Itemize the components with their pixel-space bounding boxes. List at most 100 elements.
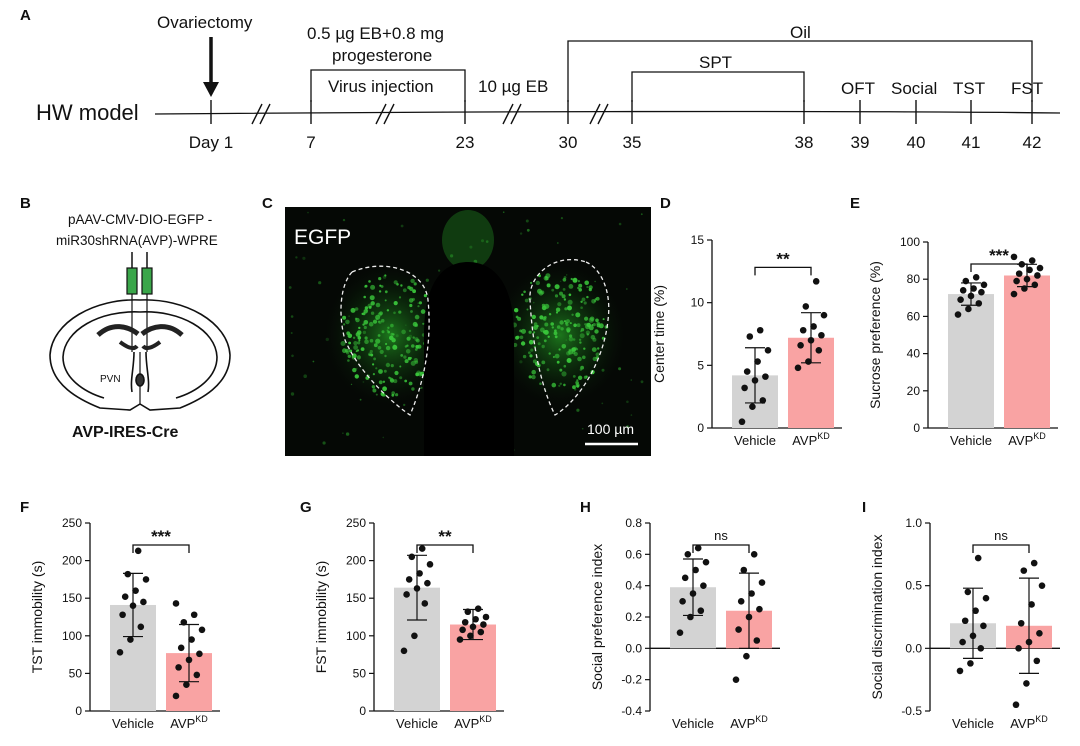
egfp-cell (580, 306, 583, 310)
egfp-cell (367, 303, 373, 309)
data-point (676, 629, 684, 636)
egfp-cell (589, 316, 595, 322)
data-point (702, 558, 710, 566)
egfp-cell (572, 385, 576, 390)
egfp-cell (406, 344, 409, 347)
egfp-cell (401, 329, 406, 335)
egfp-cell (357, 341, 361, 345)
significance-label: ** (438, 527, 452, 546)
data-point (756, 605, 763, 613)
egfp-cell (563, 383, 566, 387)
egfp-cell (568, 336, 574, 342)
y-tick-label: 0.5 (905, 579, 922, 593)
egfp-cell (412, 336, 415, 339)
egfp-cell (415, 372, 420, 377)
virus-label: Virus injection (328, 77, 434, 96)
category-text: AVP (792, 433, 817, 448)
virus-bracket (310, 69, 466, 102)
egfp-cell (411, 344, 415, 348)
egfp-label: EGFP (294, 226, 351, 249)
egfp-cell (469, 245, 473, 249)
egfp-cell (422, 322, 425, 325)
egfp-cell (414, 314, 420, 320)
egfp-cell (555, 307, 561, 312)
egfp-cell (343, 323, 346, 326)
egfp-cell (585, 330, 591, 335)
egfp-cell (398, 296, 402, 299)
egfp-cell (371, 385, 376, 389)
egfp-cell (363, 295, 367, 299)
y-tick-label: 40 (907, 347, 921, 361)
data-point (743, 652, 750, 660)
panel-label-a: A (20, 7, 31, 24)
day-label: 23 (456, 133, 475, 152)
egfp-cell (355, 317, 360, 323)
egfp-cell (566, 358, 572, 363)
egfp-cell (368, 352, 372, 357)
egfp-cell (485, 240, 489, 243)
category-text: AVP (730, 716, 755, 731)
egfp-cell (375, 318, 378, 320)
category-text: AVP (454, 716, 479, 731)
significance-bracket (972, 544, 1030, 553)
data-point (735, 626, 742, 633)
oil-bracket (567, 40, 1033, 102)
y-axis-label: Social discrimination index (869, 535, 885, 700)
egfp-cell (526, 228, 530, 232)
data-point (1033, 657, 1041, 665)
egfp-cell (400, 224, 404, 228)
y-tick-label: -0.2 (621, 673, 642, 687)
egfp-cell (573, 323, 577, 328)
egfp-cell (571, 348, 574, 351)
egfp-cell (551, 288, 555, 292)
egfp-cell (372, 373, 375, 376)
data-point (956, 667, 964, 675)
egfp-cell (395, 334, 399, 338)
egfp-cell (564, 307, 568, 311)
egfp-cell (378, 290, 382, 293)
data-point (461, 618, 469, 626)
egfp-cell (514, 308, 519, 313)
ovariectomy-arrow-icon (203, 37, 219, 97)
category-text: AVP (1008, 433, 1033, 448)
egfp-cell (640, 213, 643, 216)
egfp-cell (543, 275, 549, 281)
egfp-cell (591, 347, 597, 352)
category-text: Vehicle (112, 716, 154, 731)
egfp-cell (345, 351, 350, 355)
egfp-cell (389, 377, 392, 380)
egfp-cell (393, 379, 398, 384)
panel-a: A HW model Day 1 7 23 30 35 38 39 40 41 42 Ovarie… (20, 7, 1061, 152)
data-point (740, 566, 748, 574)
egfp-cell (417, 302, 419, 304)
egfp-cell (581, 427, 584, 430)
egfp-cell (580, 328, 585, 332)
egfp-cell (521, 328, 526, 334)
data-point (815, 346, 823, 354)
egfp-cell (533, 325, 538, 330)
data-point (738, 418, 746, 426)
data-point (810, 323, 817, 330)
egfp-cell (378, 277, 382, 281)
egfp-cell (404, 359, 409, 364)
egfp-cell (579, 333, 585, 339)
y-axis-label: Social preference index (589, 544, 605, 690)
egfp-cell (592, 337, 597, 342)
test-label-social: Social (891, 79, 937, 98)
egfp-cell (559, 368, 563, 372)
significance-label: ns (714, 528, 728, 543)
egfp-cell (572, 375, 576, 378)
right-pvn-outline (529, 259, 610, 416)
data-point (1013, 277, 1020, 285)
egfp-cell (364, 285, 367, 288)
egfp-cell (630, 379, 633, 381)
egfp-cell (543, 339, 547, 343)
egfp-cell (525, 219, 529, 223)
timeline-ticks: Day 1 7 23 30 35 38 39 40 41 42 (189, 100, 1041, 152)
data-point (959, 287, 967, 294)
panel-label-e: E (850, 195, 860, 212)
egfp-cell (385, 342, 388, 346)
egfp-cell (379, 284, 382, 287)
egfp-cell (378, 369, 383, 374)
egfp-cell (363, 325, 367, 330)
